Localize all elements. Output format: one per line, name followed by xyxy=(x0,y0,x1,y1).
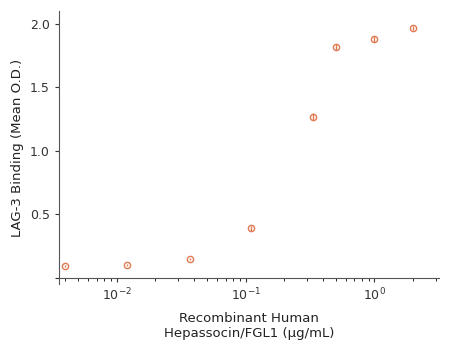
X-axis label: Recombinant Human
Hepassocin/FGL1 (μg/mL): Recombinant Human Hepassocin/FGL1 (μg/mL… xyxy=(164,312,334,340)
Y-axis label: LAG-3 Binding (Mean O.D.): LAG-3 Binding (Mean O.D.) xyxy=(11,59,24,237)
